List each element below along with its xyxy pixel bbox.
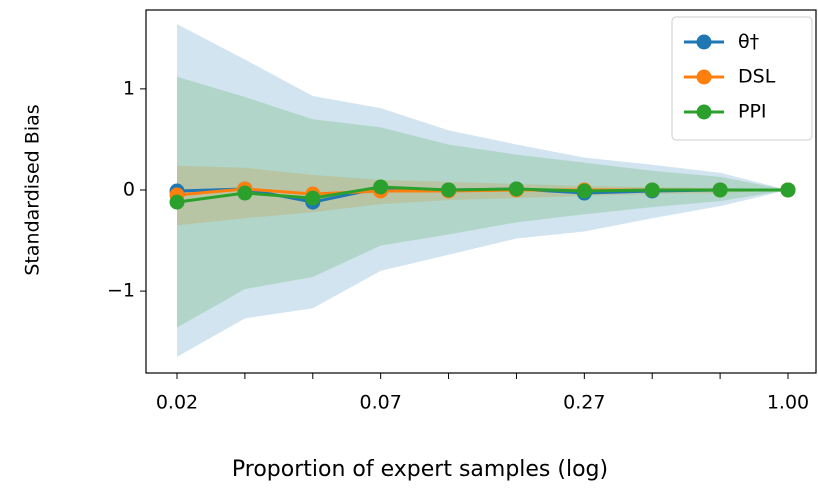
x-tick-label: 0.27 [563,392,605,414]
data-point [237,185,253,201]
x-tick-label: 0.02 [156,392,198,414]
data-point [305,190,321,206]
legend-marker [696,69,712,85]
legend-marker [696,104,712,120]
data-point [644,182,660,198]
y-tick-label: −1 [107,280,135,302]
data-point [441,182,457,198]
plot-frame [145,9,817,374]
legend-marker [696,34,712,50]
x-tick-label: 1.00 [767,392,809,414]
x-axis-label: Proportion of expert samples (log) [232,457,608,482]
data-point [373,179,389,195]
y-tick-label: 0 [123,178,135,200]
data-point [712,182,728,198]
legend-label: PPI [738,101,767,123]
data-point [169,194,185,210]
confidence-band [177,76,788,328]
data-point [780,182,796,198]
legend-label: θ† [738,31,759,53]
y-axis-label: Standardised Bias [22,104,44,275]
x-tick-label: 0.07 [360,392,402,414]
data-point [508,181,524,197]
y-tick-label: 1 [123,77,135,99]
confidence-band [177,165,788,226]
data-point [576,183,592,199]
legend-label: DSL [738,66,776,88]
series-line [176,185,788,204]
